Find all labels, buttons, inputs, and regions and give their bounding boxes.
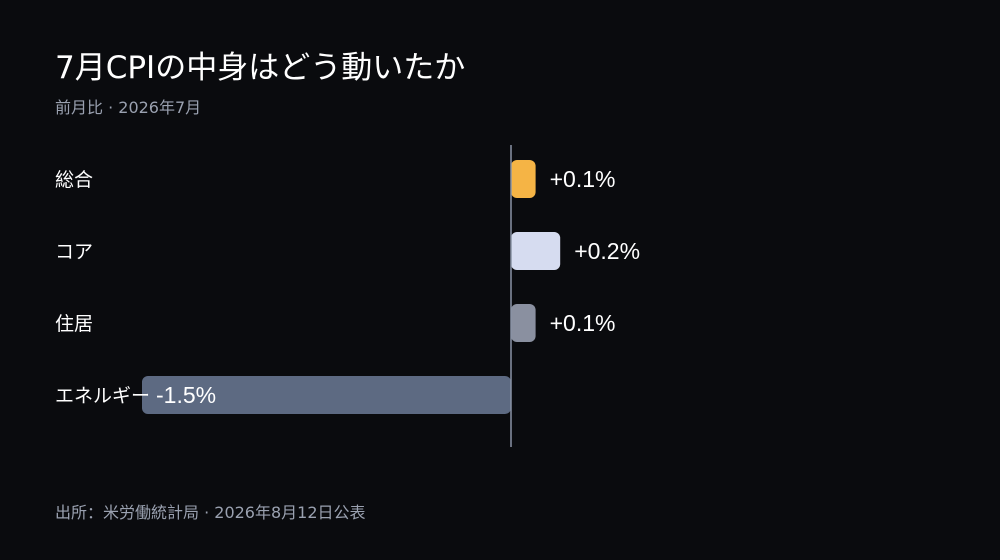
category-label-core: コア	[55, 241, 93, 263]
source-note: 出所：米労働統計局 · 2026年8月12日公表	[55, 503, 366, 522]
chart-subtitle: 前月比 · 2026年7月	[55, 98, 202, 117]
value-label-shelter: +0.1%	[550, 310, 616, 336]
value-label-total: +0.1%	[550, 166, 616, 192]
category-label-energy: エネルギー	[55, 385, 150, 407]
value-labels: +0.1% +0.2% +0.1% -1.5%	[156, 166, 640, 408]
value-label-energy: -1.5%	[156, 382, 216, 408]
bar-total	[511, 160, 536, 198]
category-label-total: 総合	[55, 169, 93, 191]
category-label-shelter: 住居	[55, 313, 93, 335]
value-label-core: +0.2%	[574, 238, 640, 264]
bar-core	[511, 232, 561, 270]
chart-title: 7月CPIの中身はどう動いたか	[55, 50, 466, 86]
bars-layer	[142, 160, 561, 414]
bar-shelter	[511, 304, 536, 342]
bar-energy	[142, 376, 511, 414]
